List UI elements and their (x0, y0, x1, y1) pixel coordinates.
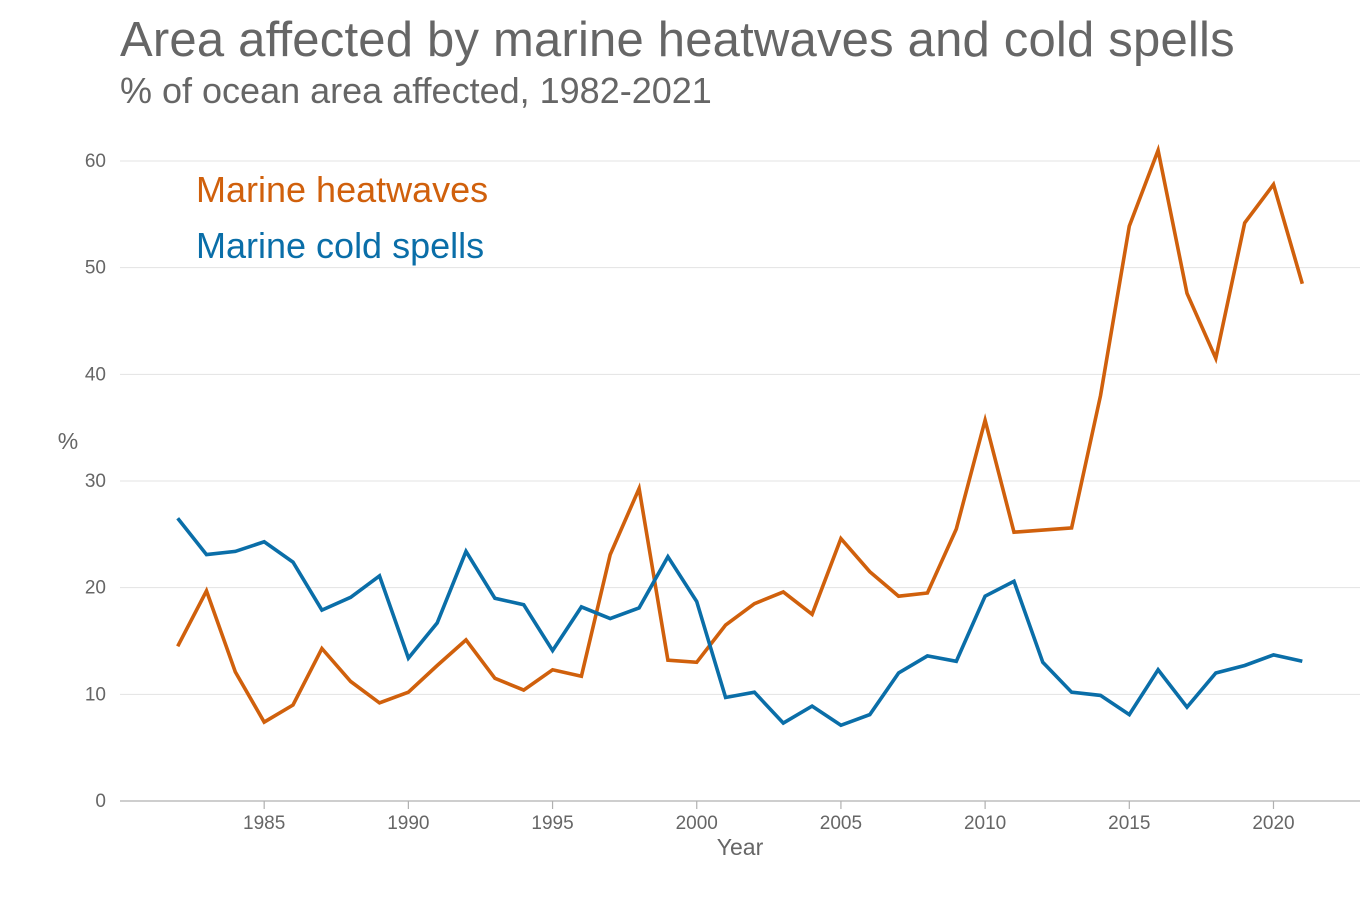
x-axis-ticks: 1985 1990 1995 2000 2005 2010 2015 2020 (243, 801, 1295, 834)
chart-title: Area affected by marine heatwaves and co… (120, 13, 1235, 67)
y-tick-label: 10 (85, 684, 106, 705)
y-tick-label: 0 (95, 791, 106, 812)
series-line-0 (176, 143, 1305, 725)
x-tick-label: 2000 (676, 813, 718, 834)
y-axis-ticks: 0 10 20 30 40 50 60 (85, 151, 106, 812)
y-tick-label: 30 (85, 471, 106, 492)
chart-subtitle: % of ocean area affected, 1982-2021 (120, 70, 712, 111)
x-tick-label: 1995 (531, 813, 573, 834)
x-tick-label: 2010 (964, 813, 1006, 834)
x-tick-label: 2020 (1252, 813, 1294, 834)
legend: Marine heatwaves Marine cold spells (196, 169, 488, 266)
series-lines (176, 143, 1305, 728)
x-tick-label: 1990 (387, 813, 429, 834)
y-tick-label: 50 (85, 258, 106, 279)
series-line-1 (176, 517, 1303, 728)
y-tick-label: 60 (85, 151, 106, 172)
y-tick-label: 40 (85, 364, 106, 385)
y-tick-label: 20 (85, 578, 106, 599)
x-tick-label: 2015 (1108, 813, 1150, 834)
x-tick-label: 1985 (243, 813, 285, 834)
legend-entry: Marine heatwaves (196, 169, 488, 210)
legend-entry: Marine cold spells (196, 225, 484, 266)
x-axis-label: Year (717, 834, 764, 860)
y-axis-label: % (58, 428, 78, 454)
x-tick-label: 2005 (820, 813, 862, 834)
